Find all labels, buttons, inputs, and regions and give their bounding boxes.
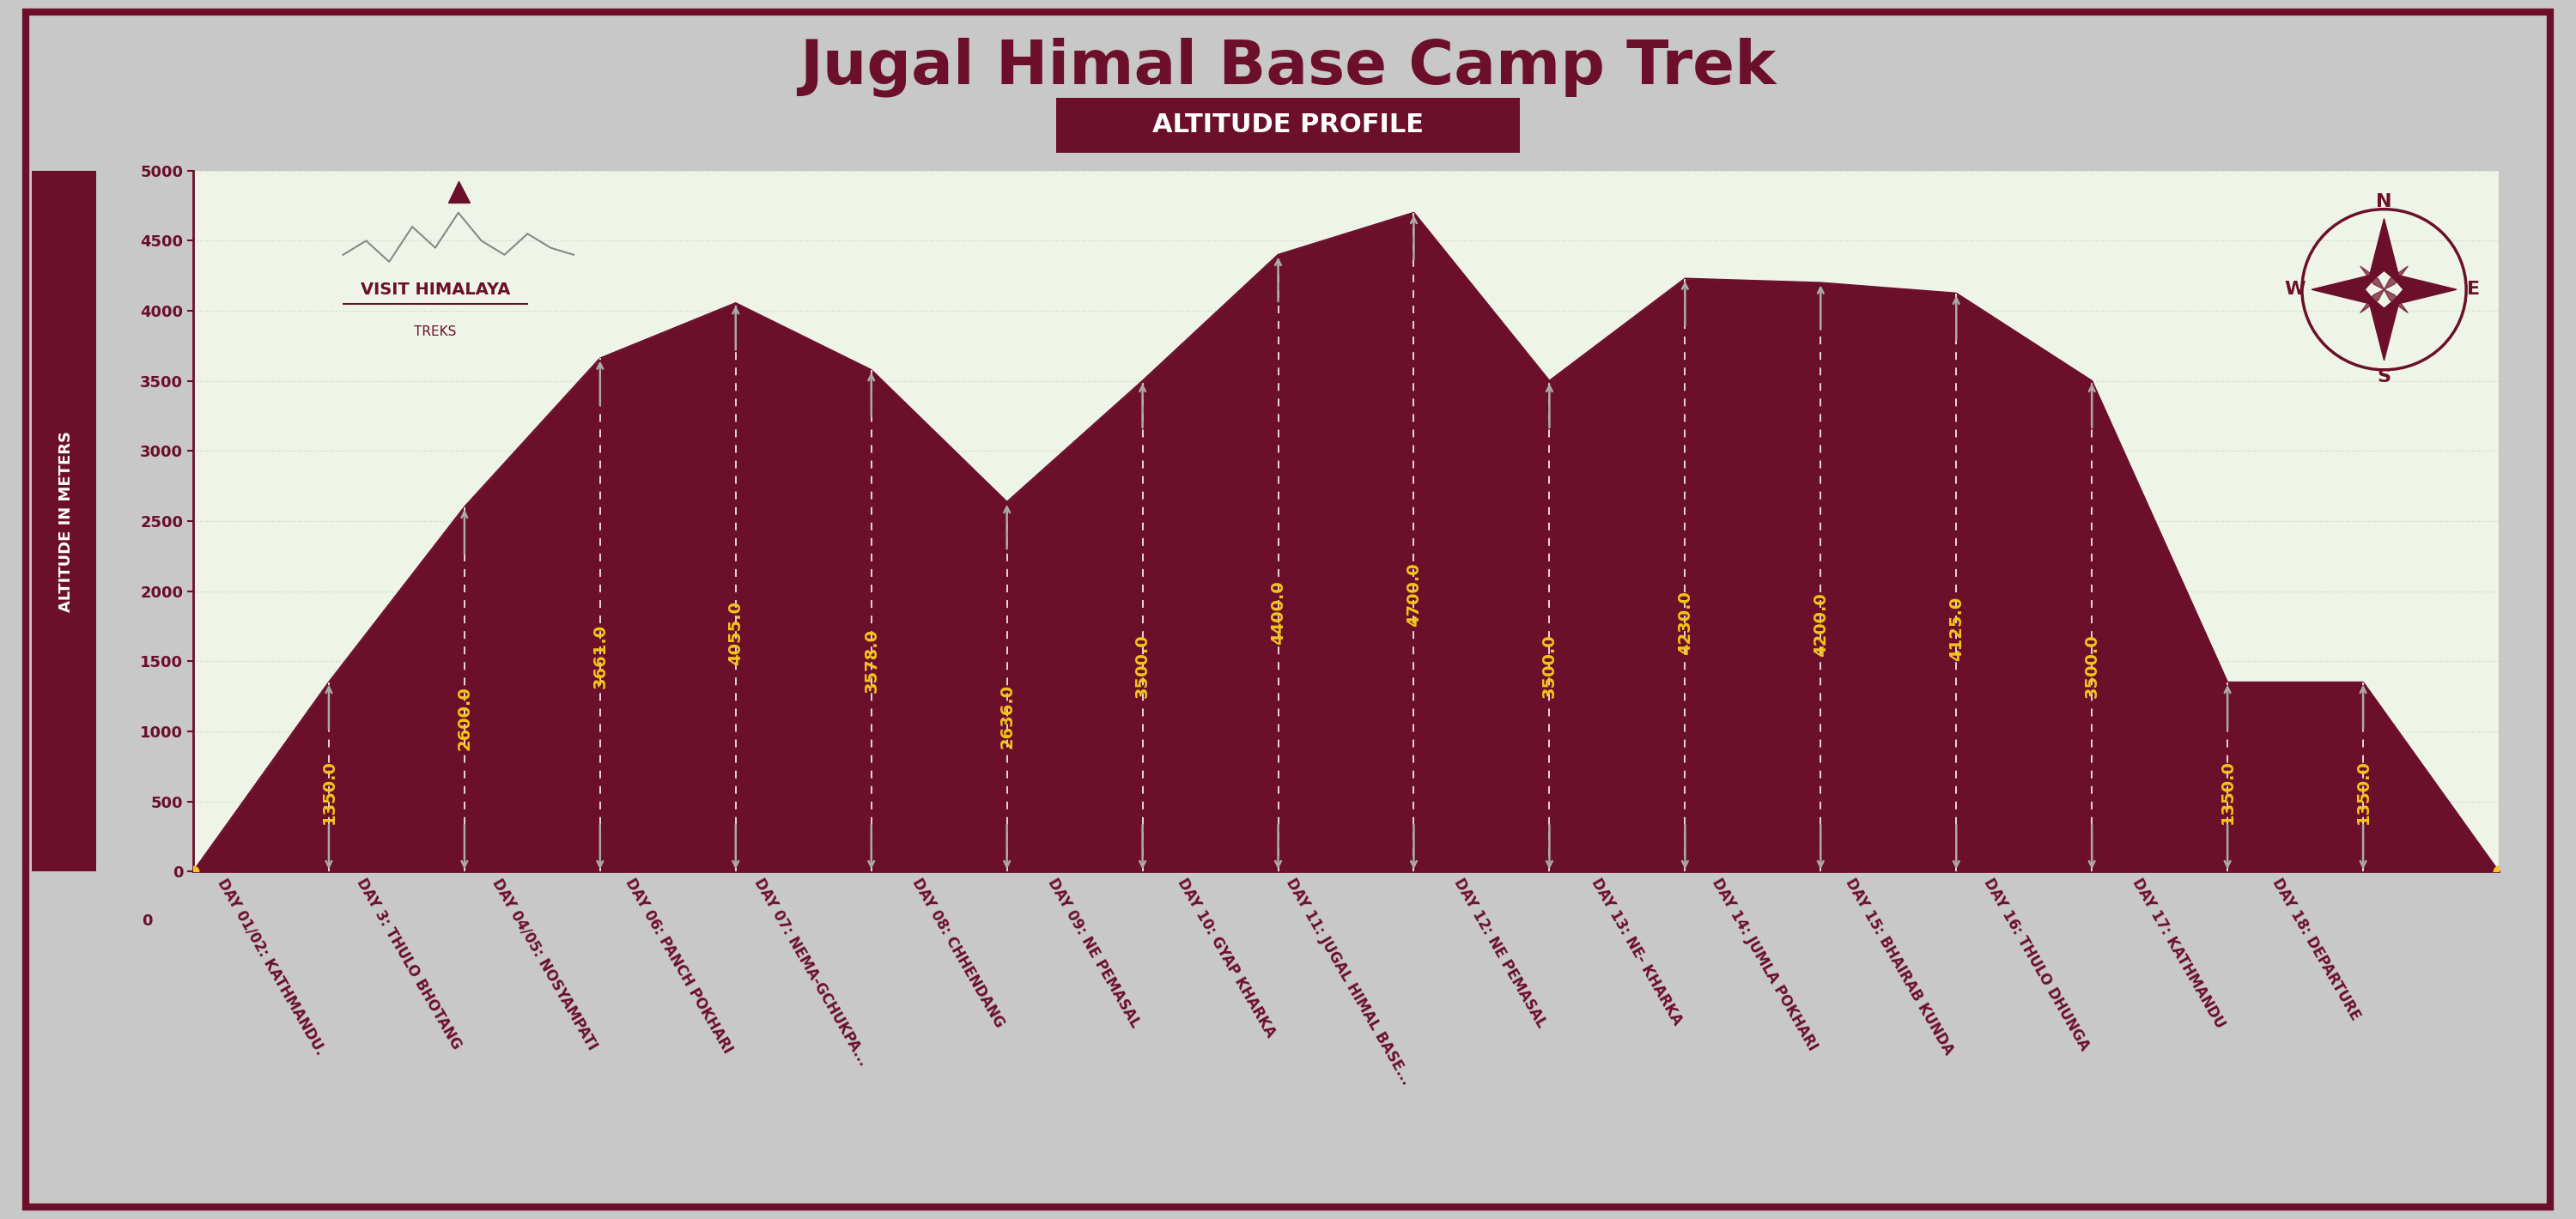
Polygon shape (2367, 294, 2401, 361)
Text: www.visithimalayastrek.com: www.visithimalayastrek.com (1182, 728, 1510, 750)
Polygon shape (2385, 289, 2409, 313)
Text: 4400.0: 4400.0 (1270, 580, 1285, 645)
Text: ALTITUDE IN METERS: ALTITUDE IN METERS (59, 430, 75, 612)
Polygon shape (2388, 273, 2458, 306)
Text: E: E (2468, 280, 2481, 299)
Text: TREKS: TREKS (415, 325, 456, 339)
Text: 4200.0: 4200.0 (1814, 592, 1829, 656)
Text: VISIT HIMALAYA: VISIT HIMALAYA (361, 282, 510, 297)
Polygon shape (2385, 266, 2409, 289)
Text: 3661.0: 3661.0 (592, 624, 608, 689)
Text: N: N (2375, 194, 2393, 211)
Text: 2636.0: 2636.0 (999, 684, 1015, 748)
Text: VISIT HIMALAYA
TREKS: VISIT HIMALAYA TREKS (1195, 627, 1497, 696)
Text: 0: 0 (142, 914, 152, 929)
Text: W: W (2285, 280, 2306, 299)
Text: 3500.0: 3500.0 (1133, 634, 1151, 697)
Text: 3500.0: 3500.0 (1540, 634, 1558, 697)
Text: 3578.0: 3578.0 (863, 629, 878, 694)
Text: 4230.0: 4230.0 (1677, 590, 1692, 655)
Text: 2600.0: 2600.0 (456, 686, 471, 751)
Polygon shape (2360, 289, 2385, 313)
Text: S: S (2378, 368, 2391, 385)
Text: 1350.0: 1350.0 (2354, 759, 2372, 824)
Text: 1350.0: 1350.0 (2221, 759, 2236, 824)
Text: 1350.0: 1350.0 (319, 759, 337, 824)
Polygon shape (2367, 218, 2401, 285)
Text: Jugal Himal Base Camp Trek: Jugal Himal Base Camp Trek (799, 38, 1777, 96)
Text: ALTITUDE PROFILE: ALTITUDE PROFILE (1151, 112, 1425, 138)
Text: 4700.0: 4700.0 (1406, 563, 1422, 627)
Text: 4125.0: 4125.0 (1947, 596, 1965, 661)
Text: 3500.0: 3500.0 (2084, 634, 2099, 697)
Bar (31, 171, 95, 872)
Text: 4055.0: 4055.0 (726, 601, 744, 666)
Polygon shape (2311, 273, 2380, 306)
Polygon shape (2360, 266, 2385, 289)
